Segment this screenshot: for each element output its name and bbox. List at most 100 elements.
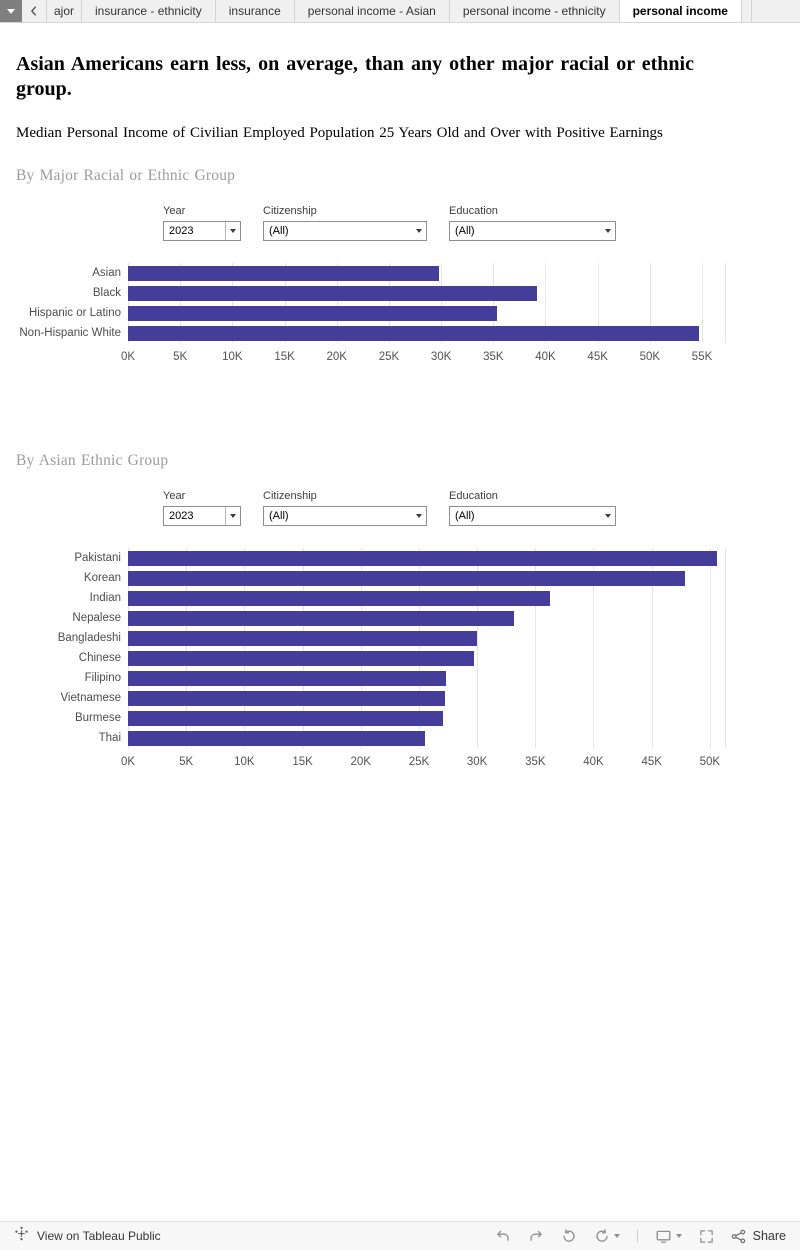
bar-filipino[interactable] (128, 670, 446, 686)
gridline (649, 263, 651, 343)
filter-year: Year 2023 (163, 205, 241, 241)
axis-tick-label: 15K (292, 756, 313, 768)
dropdown-caret-icon (411, 229, 426, 233)
axis-tick-label: 0K (120, 756, 136, 768)
tab-list-dropdown-icon[interactable] (0, 0, 22, 22)
dashboard: Asian Americans earn less, on average, t… (0, 52, 800, 773)
bar-pakistani[interactable] (128, 550, 717, 566)
filter-value-education: (All) (455, 225, 475, 237)
axis-tick-label: 50K (699, 756, 721, 768)
filter-value-education: (All) (455, 510, 475, 522)
gridline (493, 263, 495, 343)
gridline (725, 263, 726, 343)
tab-personal-income---Asian[interactable]: personal income - Asian (294, 0, 450, 22)
gridline (593, 548, 595, 748)
bar-indian[interactable] (128, 590, 551, 606)
bar-row (128, 668, 725, 688)
section-heading-major-group: By Major Racial or Ethnic Group (16, 167, 236, 184)
bar-bangladeshi[interactable] (128, 630, 478, 646)
view-on-tableau-public-link[interactable]: View on Tableau Public (14, 1226, 161, 1246)
category-label: Thai (98, 732, 121, 744)
bar-row (128, 628, 725, 648)
share-button[interactable]: Share (731, 1229, 786, 1244)
tab-personal-income---ethnicity[interactable]: personal income - ethnicity (449, 0, 620, 22)
tableau-footer-toolbar: View on Tableau Public Share (0, 1221, 800, 1250)
tab-insurance[interactable]: insurance (215, 0, 295, 22)
gridline (441, 263, 443, 343)
plot-area (128, 263, 726, 343)
filter-select-education[interactable]: (All) (449, 221, 616, 241)
filter-value-year: 2023 (169, 510, 194, 522)
filter-label-year: Year (163, 490, 186, 502)
axis-tick-label: 50K (639, 351, 661, 363)
category-label: Vietnamese (60, 692, 121, 704)
tab-stub[interactable] (741, 0, 752, 22)
filter-select-citizenship[interactable]: (All) (263, 506, 427, 526)
filter-select-year[interactable]: 2023 (163, 221, 241, 241)
filter-select-year[interactable]: 2023 (163, 506, 241, 526)
bar-row (128, 688, 725, 708)
viz-toolbar: Share (495, 1228, 786, 1244)
toolbar-divider (636, 1229, 638, 1243)
fullscreen-icon[interactable] (699, 1229, 714, 1244)
gridline (597, 263, 599, 343)
bar-korean[interactable] (128, 570, 686, 586)
bar-asian[interactable] (128, 265, 440, 281)
axis-tick-label: 55K (691, 351, 713, 363)
bar-row (128, 323, 725, 343)
axis-tick-label: 35K (483, 351, 504, 363)
bar-hispanic-or-latino[interactable] (128, 305, 498, 321)
download-display-icon[interactable] (655, 1229, 682, 1244)
axis-tick-label: 45K (587, 351, 608, 363)
dropdown-caret-icon (600, 514, 615, 518)
plot-area-wrapper: 0K 5K 10K 15K 20K 25K 30K 35K 40K 45K 50K 55K (121, 263, 726, 368)
bar-chinese[interactable] (128, 650, 474, 666)
gridline (232, 263, 234, 343)
category-label: Bangladeshi (57, 632, 121, 644)
bar-black[interactable] (128, 285, 538, 301)
undo-icon[interactable] (495, 1229, 511, 1244)
page-subtitle: Median Personal Income of Civilian Emplo… (16, 125, 663, 141)
download-caret-icon (675, 1234, 682, 1238)
filter-select-education[interactable]: (All) (449, 506, 616, 526)
bar-non-hispanic-white[interactable] (128, 325, 699, 341)
gridline (545, 263, 547, 343)
tab-personal-income[interactable]: personal income (619, 0, 742, 22)
filter-label-year: Year (163, 205, 186, 217)
filter-value-citizenship: (All) (269, 510, 289, 522)
filter-select-citizenship[interactable]: (All) (263, 221, 427, 241)
category-label: Pakistani (74, 552, 121, 564)
bar-nepalese[interactable] (128, 610, 515, 626)
gridline (535, 548, 537, 748)
bar-thai[interactable] (128, 730, 425, 746)
tab-insurance---ethnicity[interactable]: insurance - ethnicity (82, 0, 216, 22)
gridline (180, 263, 182, 343)
plot-area-wrapper: 0K 5K 10K 15K 20K 25K 30K 35K 40K 45K 50K (121, 548, 726, 773)
gridline (244, 548, 246, 748)
bar-vietnamese[interactable] (128, 690, 445, 706)
revert-icon[interactable] (561, 1228, 577, 1244)
refresh-icon[interactable] (594, 1228, 620, 1244)
gridline (477, 548, 479, 748)
bar-burmese[interactable] (128, 710, 444, 726)
filter-education: Education (All) (449, 205, 616, 241)
filter-label-education: Education (449, 205, 498, 217)
bar-row (128, 548, 725, 568)
bar-row (128, 303, 725, 323)
filter-value-citizenship: (All) (269, 225, 289, 237)
redo-icon[interactable] (528, 1229, 544, 1244)
axis-tick-label: 10K (222, 351, 243, 363)
filter-year: Year 2023 (163, 490, 241, 526)
x-axis: 0K 5K 10K 15K 20K 25K 30K 35K 40K 45K 50K (121, 755, 725, 773)
tab-scroll-back-icon[interactable] (22, 0, 47, 22)
dropdown-caret-icon (411, 514, 426, 518)
x-axis: 0K 5K 10K 15K 20K 25K 30K 35K 40K 45K 50K 55K (121, 350, 725, 368)
category-label: Indian (89, 592, 121, 604)
gridline (128, 548, 129, 748)
tab-ajor[interactable]: ajor (47, 0, 83, 22)
axis-tick-label: 5K (179, 756, 194, 768)
axis-tick-label: 30K (430, 351, 452, 363)
bar-row (128, 728, 725, 748)
category-label: Black (92, 287, 121, 299)
filter-value-year: 2023 (169, 225, 194, 237)
